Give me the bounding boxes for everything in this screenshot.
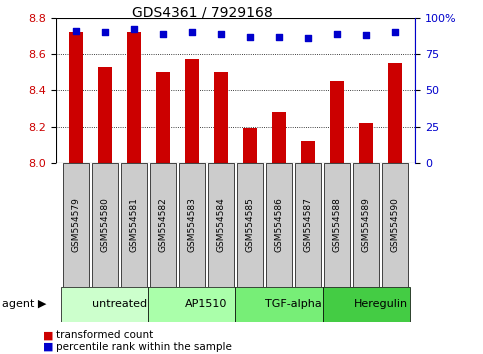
Bar — [69, 32, 83, 163]
Text: GSM554586: GSM554586 — [274, 197, 284, 252]
Bar — [243, 129, 257, 163]
Bar — [237, 163, 263, 287]
Text: GSM554585: GSM554585 — [245, 197, 255, 252]
Bar — [359, 123, 373, 163]
Bar — [266, 163, 292, 287]
Bar — [127, 32, 141, 163]
Point — [159, 31, 167, 36]
Bar — [185, 59, 199, 163]
Bar — [353, 163, 379, 287]
Point — [275, 34, 283, 39]
Text: GSM554589: GSM554589 — [362, 197, 370, 252]
Bar — [382, 163, 408, 287]
Text: Heregulin: Heregulin — [354, 299, 408, 309]
Point — [391, 29, 399, 35]
Text: agent ▶: agent ▶ — [2, 299, 47, 309]
Text: ■: ■ — [43, 342, 54, 352]
Bar — [272, 112, 286, 163]
Bar — [208, 163, 234, 287]
Text: GSM554587: GSM554587 — [303, 197, 313, 252]
Point — [188, 29, 196, 35]
Text: GSM554581: GSM554581 — [129, 197, 139, 252]
Text: percentile rank within the sample: percentile rank within the sample — [56, 342, 231, 352]
Point — [217, 31, 225, 36]
Bar — [148, 287, 236, 322]
Point — [72, 28, 80, 34]
Text: GSM554583: GSM554583 — [187, 197, 197, 252]
Text: TGF-alpha: TGF-alpha — [265, 299, 322, 309]
Text: AP1510: AP1510 — [185, 299, 227, 309]
Bar — [324, 163, 350, 287]
Text: GDS4361 / 7929168: GDS4361 / 7929168 — [132, 5, 273, 19]
Text: GSM554584: GSM554584 — [216, 198, 226, 252]
Bar — [301, 141, 315, 163]
Bar — [213, 72, 228, 163]
Bar — [330, 81, 344, 163]
Bar — [323, 287, 410, 322]
Point — [333, 31, 341, 36]
Text: GSM554590: GSM554590 — [391, 197, 399, 252]
Text: GSM554582: GSM554582 — [158, 198, 168, 252]
Point — [246, 34, 254, 39]
Bar — [150, 163, 176, 287]
Text: GSM554579: GSM554579 — [71, 197, 80, 252]
Text: GSM554580: GSM554580 — [100, 197, 109, 252]
Bar — [56, 18, 415, 163]
Bar — [63, 163, 89, 287]
Point — [130, 27, 138, 32]
Text: ■: ■ — [43, 330, 54, 340]
Bar — [236, 287, 323, 322]
Bar — [61, 287, 148, 322]
Text: GSM554588: GSM554588 — [332, 197, 341, 252]
Bar — [388, 63, 402, 163]
Point — [362, 32, 370, 38]
Bar — [98, 67, 112, 163]
Bar — [121, 163, 147, 287]
Text: transformed count: transformed count — [56, 330, 153, 340]
Bar — [156, 72, 170, 163]
Text: untreated: untreated — [92, 299, 147, 309]
Bar — [179, 163, 205, 287]
Point — [101, 29, 109, 35]
Bar — [92, 163, 118, 287]
Point — [304, 35, 312, 41]
Bar — [295, 163, 321, 287]
